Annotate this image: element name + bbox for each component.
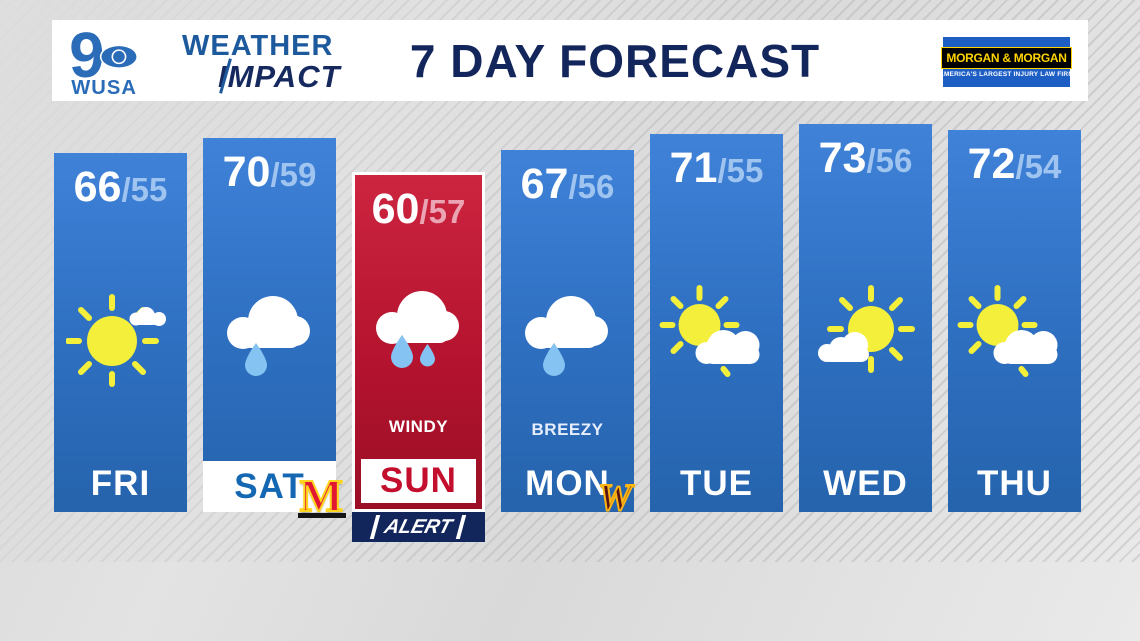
rain-cloud-one-drop-icon (513, 285, 623, 394)
rain-cloud-two-drops-icon (364, 282, 474, 391)
sun-behind-cloud-icon (659, 285, 774, 394)
rain-cloud-one-drop-icon (215, 285, 325, 394)
temps: 67/56 (520, 160, 615, 208)
low-temp: 59 (279, 156, 317, 193)
forecast-column-fri: 66/55 FRI (54, 153, 187, 512)
forecast-column-wed: 73/56 WED (799, 124, 932, 512)
low-temp: 56 (875, 142, 913, 179)
commanders-w-logo-icon: W (597, 476, 633, 520)
temps: 73/56 (818, 134, 913, 182)
high-temp: 60 (371, 185, 420, 233)
forecast-column-sat: 70/59 SAT M (203, 138, 347, 522)
day-label: THU (977, 464, 1052, 503)
high-temp: 73 (818, 134, 867, 182)
high-temp: 66 (73, 163, 122, 211)
high-temp: 70 (222, 148, 271, 196)
svg-text:WUSA: WUSA (71, 77, 137, 96)
day-label: WED (823, 464, 908, 503)
low-temp: 54 (1024, 148, 1062, 185)
high-temp: 71 (669, 144, 718, 192)
sponsor-ad: MORGAN & MORGAN AMERICA'S LARGEST INJURY… (939, 37, 1074, 87)
forecast-column-mon: 67/56 BREEZY MON W (501, 150, 634, 520)
day-label: SAT (234, 466, 305, 506)
sponsor-name: MORGAN & MORGAN (946, 50, 1067, 65)
day-label: SUN (380, 461, 457, 500)
day-label: MON (525, 464, 610, 503)
sun-with-cloud-icon (64, 285, 176, 394)
temps: 66/55 (73, 163, 168, 211)
low-temp: 55 (726, 152, 764, 189)
sponsor-tagline: AMERICA'S LARGEST INJURY LAW FIRM (939, 70, 1074, 78)
condition-label: WINDY (388, 417, 449, 436)
temps: 60/57 (371, 185, 466, 233)
alert-banner: ALERT (352, 512, 485, 542)
brand-impact-label: IMPACT (218, 58, 341, 94)
sun-with-small-cloud-icon (811, 285, 921, 394)
low-temp: 56 (577, 168, 615, 205)
day-label-box: SAT M (203, 461, 347, 522)
condition-label: BREEZY (531, 420, 604, 439)
sponsor-name-box: MORGAN & MORGAN (941, 46, 1072, 69)
station-logo: 9 WUSA WEATHER IMPACT (68, 26, 341, 96)
weather-impact-brand: WEATHER IMPACT (182, 30, 341, 95)
wusa9-logo-icon: 9 WUSA (69, 26, 139, 96)
low-temp: 55 (130, 171, 168, 208)
temps: 72/54 (967, 140, 1062, 188)
day-label: TUE (680, 464, 753, 503)
alert-label: ALERT (370, 515, 467, 539)
page-title: 7 DAY FORECAST (409, 34, 821, 87)
forecast-column-sun-alert: 60/57 WINDY SUN ALERT (352, 172, 485, 542)
svg-text:9: 9 (69, 26, 104, 91)
header-bar: 9 WUSA WEATHER IMPACT 7 DAY FORECAST MOR… (52, 20, 1088, 101)
brand-weather-label: WEATHER (182, 29, 334, 62)
temps: 70/59 (222, 148, 317, 196)
sun-behind-cloud-icon (957, 285, 1072, 394)
temps: 71/55 (669, 144, 764, 192)
maryland-m-logo-icon: M (297, 469, 347, 522)
day-label: FRI (90, 464, 151, 503)
forecast-column-tue: 71/55 TUE (650, 134, 783, 512)
forecast-column-thu: 72/54 THU (948, 130, 1081, 512)
day-label-box: SUN (361, 459, 476, 503)
high-temp: 72 (967, 140, 1016, 188)
high-temp: 67 (520, 160, 569, 208)
low-temp: 57 (428, 193, 466, 230)
